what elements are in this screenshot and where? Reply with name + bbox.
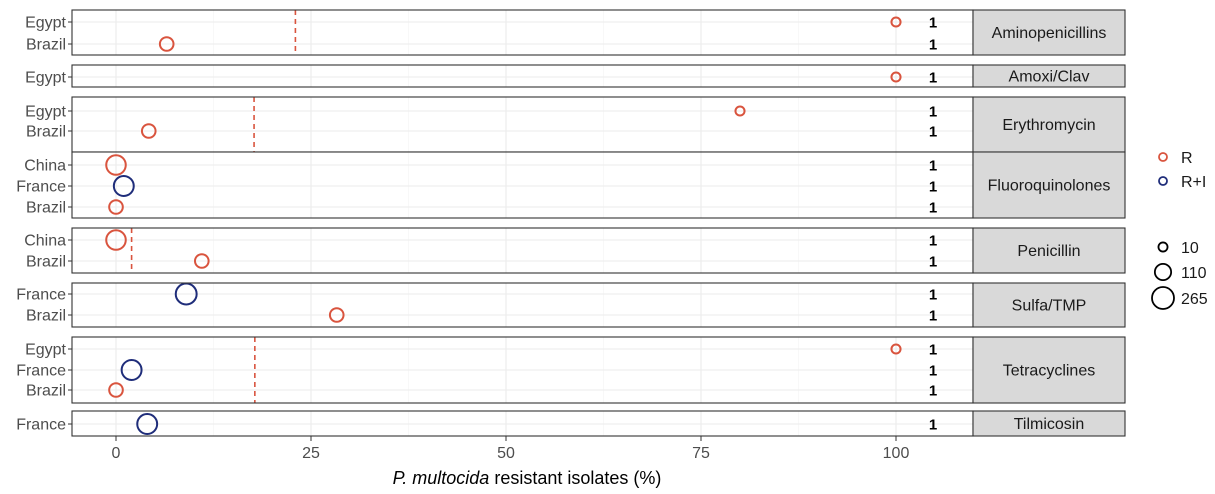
strip-background (972, 151, 1126, 219)
legend-color-label: R (1181, 150, 1193, 167)
x-axis-title-italic: P. multocida (393, 468, 490, 488)
strip-label: Tetracyclines (1003, 363, 1095, 380)
count-label: 1 (929, 383, 937, 400)
row-label: China (24, 158, 66, 175)
strip-label: Sulfa/TMP (1012, 298, 1087, 315)
panels-group: Egypt 1 Brazil 1 Aminopenicillins Egypt 1 Amoxi… (16, 9, 1126, 437)
legend-color-label: R+I (1181, 174, 1206, 191)
panel-background (72, 228, 973, 273)
legend-size-label: 10 (1181, 240, 1199, 257)
legend-size-label: 265 (1181, 291, 1208, 308)
panel-fluoroquinolones: China 1 France 1 Brazil 1 Fluoroquinolones (16, 151, 1126, 219)
panel-sulfa-tmp: France 1 Brazil 1 Sulfa/TMP (16, 282, 1126, 328)
x-axis-title: P. multocida resistant isolates (%) (393, 468, 662, 488)
row-label: China (24, 233, 66, 250)
panel-background (72, 10, 973, 55)
data-point (105, 229, 127, 251)
strip-background (972, 336, 1126, 404)
panel-background (72, 97, 973, 152)
x-axis-title-rest: resistant isolates (%) (489, 468, 661, 488)
x-tick-label: 75 (692, 445, 710, 462)
row-label: Brazil (26, 124, 66, 141)
data-point (105, 154, 127, 176)
count-label: 1 (929, 363, 937, 380)
legend-size-key (1153, 262, 1173, 282)
x-tick-label: 25 (302, 445, 320, 462)
legend-size-label: 110 (1181, 265, 1207, 282)
panel-background (72, 283, 973, 327)
strip-label: Penicillin (1017, 243, 1080, 260)
count-label: 1 (929, 308, 937, 325)
strip-background (972, 9, 1126, 56)
row-label: France (16, 363, 66, 380)
x-tick-label: 100 (883, 445, 910, 462)
data-point (193, 253, 210, 269)
x-axis: 0 25 50 75 100 (112, 436, 910, 462)
count-label: 1 (929, 254, 937, 271)
data-point (890, 71, 902, 83)
count-label: 1 (929, 70, 937, 87)
data-point (120, 359, 143, 381)
row-label: Egypt (25, 15, 66, 32)
count-label: 1 (929, 104, 937, 121)
strip-background (972, 410, 1126, 437)
legend: R R+I 10 110 265 (1151, 150, 1208, 310)
count-label: 1 (929, 417, 937, 434)
row-label: Brazil (26, 383, 66, 400)
strip-label: Tilmicosin (1014, 416, 1085, 433)
panel-background (72, 152, 973, 218)
strip-background (972, 282, 1126, 328)
panel-tetracyclines: Egypt 1 France 1 Brazil 1 Tetracyclines (16, 336, 1126, 404)
legend-color-key (1158, 176, 1168, 186)
panel-aminopenicillins: Egypt 1 Brazil 1 Aminopenicillins (25, 9, 1126, 56)
row-label: France (16, 417, 66, 434)
count-label: 1 (929, 233, 937, 250)
strip-label: Erythromycin (1002, 117, 1095, 134)
row-label: Brazil (26, 308, 66, 325)
panel-amoxi-clav: Egypt 1 Amoxi/Clav (25, 64, 1126, 88)
row-label: Egypt (25, 342, 66, 359)
count-label: 1 (929, 158, 937, 175)
x-tick-label: 50 (497, 445, 515, 462)
strip-background (972, 64, 1126, 88)
panel-penicillin: China 1 Brazil 1 Penicillin (24, 227, 1126, 274)
count-label: 1 (929, 287, 937, 304)
row-label: Brazil (26, 254, 66, 271)
data-point (734, 105, 746, 117)
strip-background (972, 96, 1126, 153)
data-point (158, 36, 175, 52)
count-label: 1 (929, 179, 937, 196)
legend-size-key (1151, 286, 1175, 310)
count-label: 1 (929, 342, 937, 359)
count-label: 1 (929, 37, 937, 54)
strip-label: Amoxi/Clav (1009, 69, 1090, 86)
count-label: 1 (929, 124, 937, 141)
panel-erythromycin: Egypt 1 Brazil 1 Erythromycin (25, 96, 1126, 153)
panel-tilmicosin: France 1 Tilmicosin (16, 410, 1126, 437)
data-point (140, 123, 157, 139)
x-tick-label: 0 (112, 445, 121, 462)
panel-background (72, 65, 973, 87)
row-label: France (16, 179, 66, 196)
strip-label: Fluoroquinolones (988, 178, 1111, 195)
data-point (136, 413, 159, 435)
strip-label: Aminopenicillins (992, 25, 1107, 42)
strip-background (972, 227, 1126, 274)
legend-size-key (1157, 241, 1169, 253)
row-label: France (16, 287, 66, 304)
row-label: Egypt (25, 104, 66, 121)
data-point (112, 175, 135, 197)
data-point (890, 343, 902, 355)
data-point (108, 382, 124, 398)
count-label: 1 (929, 15, 937, 32)
data-point (890, 16, 902, 28)
count-label: 1 (929, 200, 937, 217)
data-point (108, 199, 124, 215)
row-label: Egypt (25, 70, 66, 87)
data-point (328, 307, 345, 323)
row-label: Brazil (26, 37, 66, 54)
legend-color-key (1158, 152, 1168, 162)
row-label: Brazil (26, 200, 66, 217)
